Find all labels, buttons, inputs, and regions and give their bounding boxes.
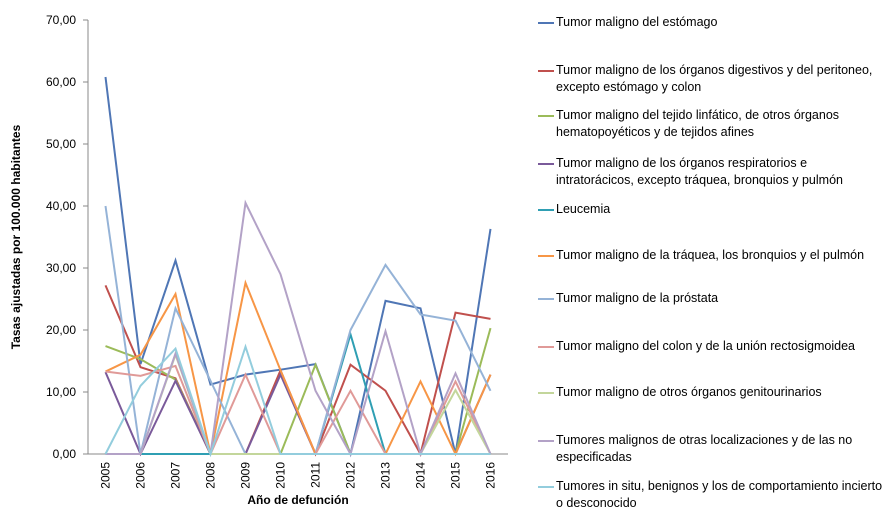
series-line (105, 330, 491, 455)
legend-item: Tumor maligno del tejido linfático, de o… (538, 107, 888, 141)
legend-label: Tumor maligno de otros órganos genitouri… (556, 385, 822, 399)
series-line (104, 76, 492, 458)
legend-label: Leucemia (556, 202, 611, 216)
y-tick-label: 30,00 (46, 261, 76, 275)
x-tick-label: 2007 (169, 462, 183, 489)
legend-swatch (538, 440, 554, 442)
x-tick-label: 2005 (99, 462, 113, 489)
legend-item: Leucemia (538, 201, 888, 218)
legend: Tumor maligno del estómago Tumor maligno … (538, 0, 888, 510)
y-axis-label: Tasas ajustadas por 100.000 habitantes (9, 124, 23, 349)
legend-swatch (538, 163, 554, 165)
legend-label: Tumor maligno del tejido linfático, de o… (556, 108, 840, 139)
legend-swatch (538, 70, 554, 72)
legend-label: Tumor maligno del colon y de la unión re… (556, 339, 856, 353)
x-tick-label: 2013 (379, 462, 393, 489)
legend-swatch (538, 22, 554, 24)
legend-label: Tumores malignos de otras localizaciones… (556, 433, 853, 464)
x-tick-label: 2014 (414, 462, 428, 489)
x-tick-label: 2008 (204, 462, 218, 489)
legend-item: Tumor maligno de la tráquea, los bronqui… (538, 247, 888, 264)
x-tick-label: 2016 (484, 462, 498, 489)
legend-swatch (538, 209, 554, 211)
x-tick-label: 2012 (344, 462, 358, 489)
legend-item: Tumores in situ, benignos y los de compo… (538, 478, 888, 512)
legend-item: Tumor maligno de otros órganos genitouri… (538, 384, 888, 401)
legend-label: Tumor maligno de la tráquea, los bronqui… (556, 248, 865, 262)
series-line (104, 343, 491, 458)
y-tick-label: 40,00 (46, 199, 76, 213)
legend-swatch (538, 486, 554, 488)
legend-label: Tumor maligno de la próstata (556, 291, 719, 305)
legend-swatch (538, 255, 554, 257)
legend-label: Tumor maligno de los órganos digestivos … (556, 63, 873, 94)
x-tick-label: 2010 (274, 462, 288, 489)
x-tick-label: 2015 (449, 462, 463, 489)
y-tick-label: 70,00 (46, 13, 76, 27)
legend-swatch (538, 392, 554, 394)
legend-label: Tumor maligno de los órganos respiratori… (556, 156, 843, 187)
y-tick-label: 10,00 (46, 385, 76, 399)
legend-item: Tumor maligno de la próstata (538, 290, 888, 307)
y-tick-label: 20,00 (46, 323, 76, 337)
y-tick-label: 50,00 (46, 137, 76, 151)
series-line (105, 199, 492, 457)
legend-item: Tumor maligno del estómago (538, 14, 888, 31)
x-tick-label: 2011 (309, 462, 323, 488)
legend-item: Tumor maligno de los órganos digestivos … (538, 62, 888, 96)
x-tick-label: 2009 (239, 462, 253, 489)
y-tick-label: 60,00 (46, 75, 76, 89)
y-tick-label: 0,00 (53, 447, 77, 461)
legend-item: Tumor maligno del colon y de la unión re… (538, 338, 888, 355)
legend-item: Tumor maligno de los órganos respiratori… (538, 155, 888, 189)
legend-swatch (538, 298, 554, 300)
legend-label: Tumor maligno del estómago (556, 15, 718, 29)
legend-item: Tumores malignos de otras localizaciones… (538, 432, 888, 466)
x-axis-label: Año de defunción (247, 493, 348, 507)
legend-swatch (538, 346, 554, 348)
legend-label: Tumores in situ, benignos y los de compo… (556, 479, 883, 510)
x-tick-label: 2006 (134, 462, 148, 489)
legend-swatch (538, 115, 554, 117)
series-line (105, 279, 492, 457)
